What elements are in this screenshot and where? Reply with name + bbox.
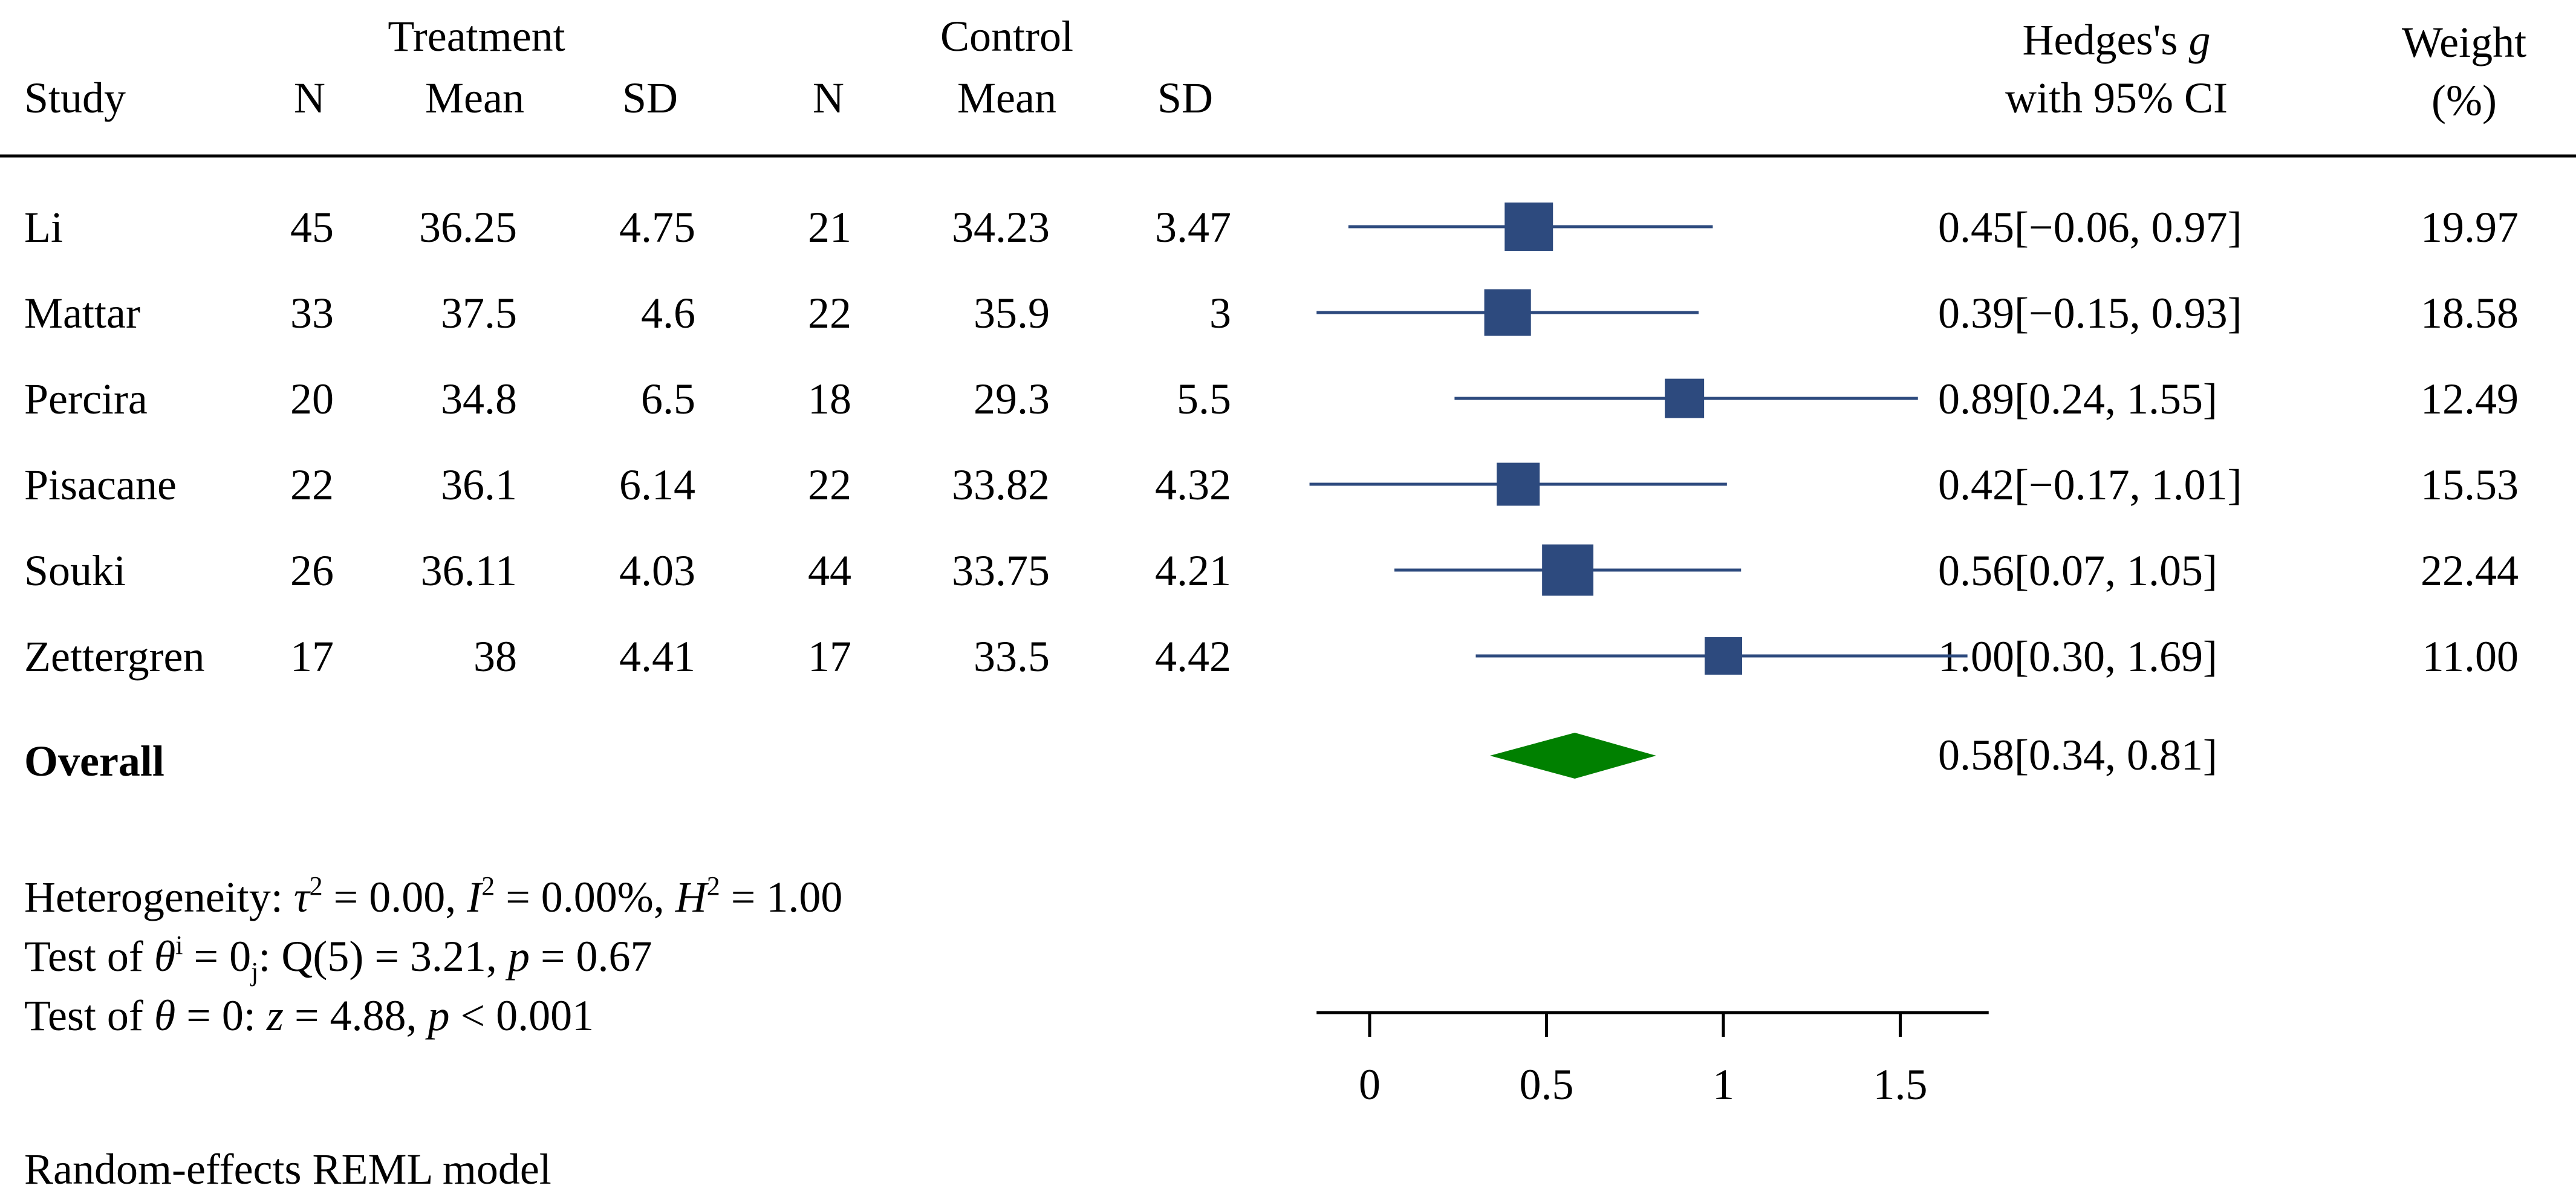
weight-text: 11.00 xyxy=(2422,632,2519,681)
effect-marker xyxy=(1497,462,1540,506)
treatment-n: 20 xyxy=(290,375,334,423)
x-tick-label: 0 xyxy=(1359,1060,1381,1109)
control-mean: 34.23 xyxy=(952,203,1050,251)
effect-ci-text: 0.39[−0.15, 0.93] xyxy=(1938,289,2242,337)
control-n: 17 xyxy=(808,632,851,681)
header-control-sd: SD xyxy=(1157,74,1213,122)
header-study: Study xyxy=(24,74,126,122)
table-row: Zettergren 17 38 4.41 17 33.5 4.42 1.00[0.30, 1… xyxy=(24,632,2519,681)
x-tick-label: 1.5 xyxy=(1873,1060,1928,1109)
table-row: Mattar 33 37.5 4.6 22 35.9 3 0.39[−0.15, 0.93] 1… xyxy=(24,289,2519,337)
treatment-n: 33 xyxy=(290,289,334,337)
treatment-mean: 36.11 xyxy=(421,546,517,595)
overall-diamond xyxy=(1489,733,1656,779)
header-treatment-n: N xyxy=(294,74,325,122)
table-row: Pisacane 22 36.1 6.14 22 33.82 4.32 0.42[−0.17,… xyxy=(24,461,2519,509)
effect-marker xyxy=(1705,637,1742,675)
x-tick-label: 0.5 xyxy=(1520,1060,1574,1109)
effect-marker xyxy=(1484,289,1531,336)
header-effect-ci: with 95% CI xyxy=(2005,74,2228,122)
effect-marker xyxy=(1542,544,1594,596)
study-name: Percira xyxy=(24,375,148,423)
table-row: Percira 20 34.8 6.5 18 29.3 5.5 0.89[0.24, 1.55… xyxy=(24,375,2519,423)
treatment-mean: 38 xyxy=(473,632,517,681)
header-treatment-sd: SD xyxy=(622,74,678,122)
column-headers: Study Treatment N Mean SD Control N Mean… xyxy=(24,12,2526,125)
weight-text: 22.44 xyxy=(2421,546,2519,595)
study-name: Li xyxy=(24,203,63,251)
treatment-n: 45 xyxy=(290,203,334,251)
effect-marker xyxy=(1504,203,1553,251)
control-mean: 33.5 xyxy=(974,632,1050,681)
control-sd: 3 xyxy=(1209,289,1231,337)
control-n: 22 xyxy=(808,289,851,337)
treatment-sd: 6.5 xyxy=(641,375,695,423)
model-text: Random-effects REML model xyxy=(24,1145,551,1193)
heterogeneity-text: Heterogeneity: τ2 = 0.00, I2 = 0.00%, H2… xyxy=(24,871,842,921)
control-sd: 4.42 xyxy=(1155,632,1231,681)
control-sd: 4.32 xyxy=(1155,461,1231,509)
treatment-n: 17 xyxy=(290,632,334,681)
control-n: 22 xyxy=(808,461,851,509)
control-mean: 33.82 xyxy=(952,461,1050,509)
control-mean: 29.3 xyxy=(974,375,1050,423)
header-treatment: Treatment xyxy=(388,12,565,60)
treatment-sd: 4.03 xyxy=(619,546,695,595)
effect-ci-text: 0.45[−0.06, 0.97] xyxy=(1938,203,2242,251)
effect-ci-text: 0.42[−0.17, 1.01] xyxy=(1938,461,2242,509)
study-name: Pisacane xyxy=(24,461,177,509)
header-control-mean: Mean xyxy=(957,74,1056,122)
study-rows: Li 45 36.25 4.75 21 34.23 3.47 0.45[−0.06, 0.97… xyxy=(24,203,2519,681)
overall-label: Overall xyxy=(24,737,164,785)
treatment-mean: 36.25 xyxy=(419,203,517,251)
header-weight: Weight xyxy=(2402,18,2526,66)
control-sd: 4.21 xyxy=(1155,546,1231,595)
effect-ci-text: 0.56[0.07, 1.05] xyxy=(1938,546,2217,595)
control-n: 18 xyxy=(808,375,851,423)
control-n: 21 xyxy=(808,203,851,251)
study-name: Souki xyxy=(24,546,126,595)
effect-ci-text: 0.89[0.24, 1.55] xyxy=(1938,375,2217,423)
header-control-n: N xyxy=(813,74,844,122)
test-theta-text: Test of θ = 0: z = 4.88, p < 0.001 xyxy=(24,991,594,1040)
control-sd: 5.5 xyxy=(1177,375,1231,423)
treatment-sd: 4.41 xyxy=(619,632,695,681)
treatment-mean: 37.5 xyxy=(441,289,517,337)
header-effect: Hedges's g xyxy=(2023,16,2211,64)
control-n: 44 xyxy=(808,546,851,595)
control-mean: 35.9 xyxy=(974,289,1050,337)
effect-marker xyxy=(1665,378,1705,418)
weight-text: 15.53 xyxy=(2421,461,2519,509)
treatment-sd: 4.6 xyxy=(641,289,695,337)
header-weight-unit: (%) xyxy=(2431,76,2497,125)
control-sd: 3.47 xyxy=(1155,203,1231,251)
x-axis: 0 0.5 1 1.5 xyxy=(1316,1011,1989,1109)
weight-text: 18.58 xyxy=(2421,289,2519,337)
table-row: Li 45 36.25 4.75 21 34.23 3.47 0.45[−0.06, 0.97… xyxy=(24,203,2519,251)
control-mean: 33.75 xyxy=(952,546,1050,595)
study-name: Mattar xyxy=(24,289,140,337)
treatment-n: 26 xyxy=(290,546,334,595)
treatment-mean: 34.8 xyxy=(441,375,517,423)
header-control: Control xyxy=(940,12,1073,60)
study-name: Zettergren xyxy=(24,632,205,681)
overall-ci-text: 0.58[0.34, 0.81] xyxy=(1938,731,2217,779)
treatment-mean: 36.1 xyxy=(441,461,517,509)
header-treatment-mean: Mean xyxy=(425,74,524,122)
table-row: Souki 26 36.11 4.03 44 33.75 4.21 0.56[0.07, 1.… xyxy=(24,544,2519,596)
weight-text: 19.97 xyxy=(2421,203,2519,251)
treatment-sd: 4.75 xyxy=(619,203,695,251)
weight-text: 12.49 xyxy=(2421,375,2519,423)
treatment-n: 22 xyxy=(290,461,334,509)
treatment-sd: 6.14 xyxy=(619,461,695,509)
x-tick-label: 1 xyxy=(1712,1060,1734,1109)
test-theta-i-text: Test of θi = 0j: Q(5) = 3.21, p = 0.67 xyxy=(24,930,652,987)
effect-ci-text: 1.00[0.30, 1.69] xyxy=(1938,632,2217,681)
